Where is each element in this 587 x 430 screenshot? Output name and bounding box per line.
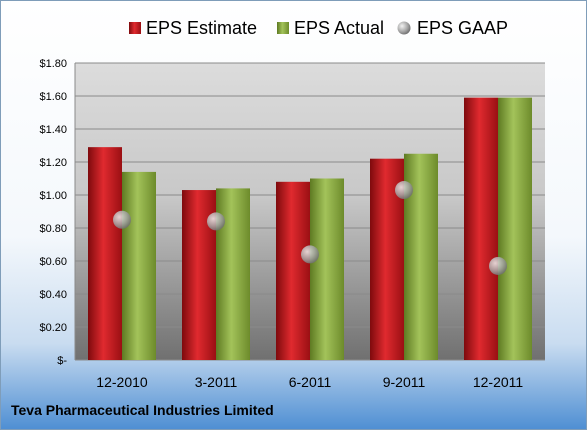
x-tick-label: 6-2011: [289, 374, 332, 390]
marker-eps-gaap: [489, 256, 507, 275]
legend-swatch-actual: [277, 22, 289, 34]
y-tick-label: $-: [57, 355, 67, 367]
legend-label-actual: EPS Actual: [294, 18, 384, 38]
legend-swatch-gaap: [397, 21, 411, 35]
company-name: Teva Pharmaceutical Industries Limited: [11, 402, 274, 418]
y-tick-label: $0.20: [39, 322, 67, 334]
y-tick-label: $0.60: [39, 256, 67, 268]
legend-label-estimate: EPS Estimate: [146, 18, 257, 38]
bar-eps-actual: [310, 178, 344, 360]
marker-eps-gaap: [207, 212, 225, 231]
bar-eps-estimate: [464, 97, 498, 361]
marker-eps-gaap: [395, 181, 413, 200]
y-tick-label: $1.00: [39, 190, 67, 202]
legend-swatch-estimate: [129, 22, 141, 34]
x-tick-label: 3-2011: [195, 374, 238, 390]
marker-eps-gaap: [301, 245, 319, 264]
y-tick-label: $0.80: [39, 223, 67, 235]
x-tick-label: 12-2010: [96, 374, 148, 390]
y-tick-label: $1.20: [39, 157, 67, 169]
bar-eps-estimate: [88, 147, 122, 360]
y-tick-label: $1.60: [39, 91, 67, 103]
bar-eps-actual: [122, 171, 156, 360]
bar-eps-estimate: [276, 181, 310, 360]
y-tick-label: $1.40: [39, 124, 67, 136]
bar-eps-actual: [498, 97, 532, 361]
y-tick-label: $1.80: [39, 58, 67, 70]
y-tick-label: $0.40: [39, 289, 67, 301]
x-tick-label: 9-2011: [383, 374, 426, 390]
legend-label-gaap: EPS GAAP: [417, 18, 508, 38]
legend: EPS Estimate EPS Actual EPS GAAP: [129, 18, 508, 38]
marker-eps-gaap: [113, 210, 131, 229]
x-tick-label: 12-2011: [473, 374, 524, 390]
